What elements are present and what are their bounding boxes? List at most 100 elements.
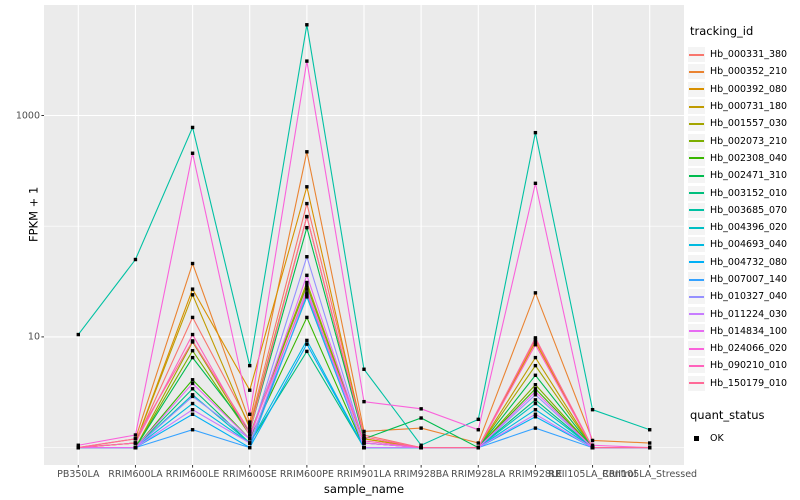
y-axis-title: FPKM + 1: [26, 186, 41, 242]
data-point: [533, 401, 538, 406]
data-point: [190, 412, 195, 416]
quant-status-item: OK: [688, 430, 798, 447]
legend-line-swatch: [689, 122, 704, 125]
legend-line-swatch: [689, 364, 704, 367]
data-point: [190, 401, 195, 406]
legend-key-line-icon: [688, 47, 705, 63]
data-point: [533, 181, 538, 186]
data-point: [533, 340, 538, 344]
data-point: [362, 429, 366, 434]
legend-line-swatch: [689, 278, 704, 281]
data-point: [362, 435, 366, 439]
legend-item-label: Hb_010327_040: [710, 291, 788, 303]
legend-item: Hb_090210_010: [688, 357, 798, 374]
legend-title-quant-status: quant_status: [690, 407, 765, 422]
data-point: [362, 439, 366, 443]
point-swatch: [694, 436, 699, 442]
data-point: [190, 355, 195, 360]
legend-key-line-icon: [688, 323, 705, 339]
legend-item: Hb_003685_070: [688, 202, 798, 219]
data-point: [190, 261, 195, 266]
x-axis-title: sample_name: [323, 482, 405, 496]
data-point: [419, 443, 423, 447]
legend-line-swatch: [689, 330, 704, 333]
legend-key-line-icon: [688, 168, 705, 184]
data-point: [419, 426, 423, 430]
legend-item-label: Hb_011224_030: [710, 308, 788, 320]
legend-item-label: Hb_090210_010: [710, 360, 788, 372]
x-tick-label: RRIM901LA: [336, 469, 392, 480]
data-point: [476, 417, 480, 422]
data-point: [305, 150, 309, 154]
data-point: [305, 225, 309, 230]
legend-key-line-icon: [688, 254, 705, 270]
legend-key-line-icon: [688, 375, 705, 391]
data-point: [419, 445, 423, 450]
legend-title-tracking-id: tracking_id: [690, 24, 754, 38]
legend-item-label: Hb_014834_100: [710, 325, 788, 337]
data-point: [533, 398, 538, 402]
data-point: [590, 438, 595, 443]
legend-item: Hb_001557_030: [688, 115, 798, 132]
data-point: [190, 407, 195, 412]
legend-item-label: Hb_000352_210: [710, 66, 788, 78]
legend-line-swatch: [689, 70, 704, 73]
legend-item: Hb_000731_180: [688, 98, 798, 115]
data-point: [476, 428, 480, 432]
data-point: [305, 315, 309, 320]
quant-status-legend-items: OK: [688, 430, 798, 447]
legend-item-label: Hb_007007_140: [710, 274, 788, 285]
data-point: [533, 355, 538, 360]
x-tick-label: RRIM600LE: [165, 469, 220, 480]
data-point: [648, 428, 652, 432]
legend-item: Hb_002073_210: [688, 132, 798, 149]
data-point: [133, 433, 138, 437]
data-point: [362, 367, 366, 371]
legend-item: Hb_003152_010: [688, 184, 798, 201]
legend-item: Hb_004693_040: [688, 236, 798, 253]
legend-line-swatch: [689, 313, 704, 316]
data-point: [305, 23, 309, 27]
data-point: [248, 412, 252, 416]
data-point: [533, 373, 538, 377]
data-point: [305, 185, 309, 189]
legend-item: Hb_000352_210: [688, 63, 798, 80]
data-point: [533, 130, 538, 135]
legend-line-swatch: [689, 53, 704, 56]
data-point: [476, 445, 480, 450]
legend-item-label: Hb_002308_040: [710, 152, 788, 164]
legend-item: Hb_010327_040: [688, 288, 798, 305]
data-point: [305, 273, 309, 278]
x-tick-label: PB350LA: [57, 469, 100, 480]
data-point: [190, 315, 195, 320]
data-point: [76, 445, 80, 450]
legend-key-line-icon: [688, 202, 705, 218]
x-tick-label: RRII105LA_Control: [548, 469, 637, 480]
x-tick-label: RRIM928BA: [393, 469, 449, 480]
data-point: [190, 151, 195, 155]
legend-item: Hb_000331_380: [688, 46, 798, 63]
data-point: [190, 287, 195, 291]
data-point: [533, 412, 538, 416]
legend-key-line-icon: [688, 150, 705, 166]
data-point: [533, 291, 538, 295]
legend-item-label: Hb_000392_080: [710, 83, 788, 95]
data-point: [190, 428, 195, 432]
data-point: [533, 407, 538, 412]
y-tick-label: 1000: [15, 110, 40, 121]
legend-key-line-icon: [688, 306, 705, 322]
data-point: [419, 407, 423, 411]
legend-item: Hb_150179_010: [688, 375, 798, 392]
legend-item-label: Hb_150179_010: [710, 377, 788, 389]
legend-item-label: Hb_004396_020: [710, 222, 788, 234]
data-point: [248, 388, 252, 392]
legend-item: Hb_004732_080: [688, 254, 798, 271]
legend: tracking_id Hb_000331_380 Hb_000352_210 Hb…: [688, 24, 798, 447]
legend-item: Hb_004396_020: [688, 219, 798, 236]
black-square-point-icon: [688, 431, 705, 446]
data-point: [305, 338, 309, 343]
data-point: [533, 387, 538, 391]
legend-item-label: Hb_002471_310: [710, 170, 788, 182]
data-point: [305, 349, 309, 354]
